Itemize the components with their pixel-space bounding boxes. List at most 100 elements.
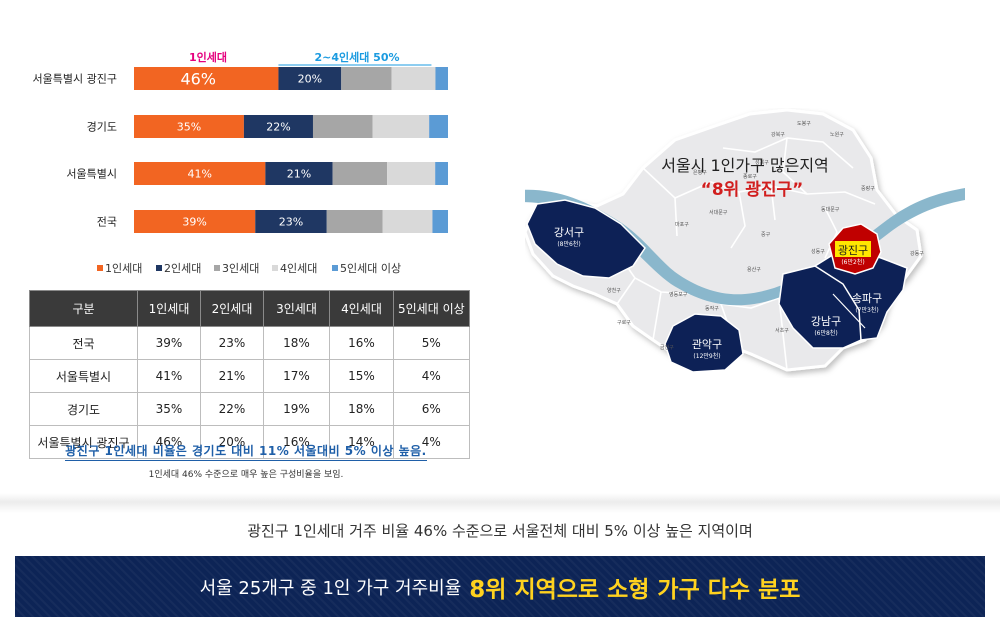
map-title: 서울시 1인가구 많은지역 bbox=[661, 156, 829, 175]
minor-district-label: 성동구 bbox=[811, 248, 825, 255]
chart-legend: 1인세대 2인세대 3인세대 4인세대 5인세대 이상 bbox=[97, 262, 401, 275]
gwangjin-highlight bbox=[835, 241, 871, 257]
data-label: 41% bbox=[187, 168, 211, 181]
annotation-two-to-four: 2~4인세대 50% bbox=[314, 50, 399, 64]
sub-note: 1인세대 46% 수준으로 매우 높은 구성비율을 보임. bbox=[148, 470, 344, 480]
minor-district-label: 양천구 bbox=[607, 287, 621, 294]
district-gangseo bbox=[526, 199, 646, 279]
district-detail: (8만6천) bbox=[557, 240, 580, 248]
table-row: 서울특별시 41% 21% 17% 15% 4% bbox=[29, 359, 470, 393]
data-label: 22% bbox=[266, 121, 290, 134]
headline-banner: 서울 25개구 중 1인 가구 거주비율 8위 지역으로 소형 가구 다수 분포 bbox=[15, 556, 985, 617]
minor-district-label: 마포구 bbox=[675, 221, 689, 228]
category-label: 경기도 bbox=[87, 121, 117, 134]
table-cell: 경기도 bbox=[29, 392, 138, 426]
district-gwanak bbox=[664, 313, 744, 373]
chart-annotations: 1인세대 2~4인세대 50% bbox=[189, 50, 432, 66]
banner-lead: 서울 25개구 중 1인 가구 거주비율 bbox=[199, 577, 462, 599]
bar-segment bbox=[387, 162, 436, 185]
gwangjin-leader-line bbox=[832, 293, 866, 329]
table-cell: 5% bbox=[393, 326, 470, 360]
minor-district-label: 노원구 bbox=[830, 131, 844, 138]
bar-segment bbox=[435, 162, 448, 185]
bar-segment bbox=[372, 115, 430, 138]
table-cell: 17% bbox=[263, 359, 330, 393]
minor-district-label: 금천구 bbox=[660, 344, 674, 351]
minor-district-label: 은평구 bbox=[693, 169, 707, 176]
stacked-bar-chart: 1인세대 2~4인세대 50% 서울특별시 광진구 46% 20%경기도 35% 22%서… bbox=[33, 50, 448, 275]
summary-text: 광진구 1인세대 거주 비율 46% 수준으로 서울전체 대비 5% 이상 높은… bbox=[247, 522, 753, 540]
table-cell: 6% bbox=[393, 392, 470, 426]
legend-label: 2인세대 bbox=[164, 262, 201, 275]
han-river bbox=[525, 188, 965, 306]
data-label: 20% bbox=[298, 73, 322, 86]
bar-segment bbox=[312, 115, 373, 138]
table-cell: 서울특별시 bbox=[29, 359, 138, 393]
bar-segment bbox=[134, 162, 266, 185]
bar-segment bbox=[332, 162, 388, 185]
bar-segment bbox=[265, 162, 333, 185]
table-cell: 서울특별시 광진구 bbox=[29, 425, 138, 459]
table-cell: 41% bbox=[137, 359, 201, 393]
table-header-cell: 1인세대 bbox=[137, 290, 201, 327]
district-name: 관악구 bbox=[692, 338, 722, 351]
minor-district-label: 성북구 bbox=[755, 159, 769, 166]
bar-segment bbox=[243, 115, 313, 138]
table-header-cell: 2인세대 bbox=[200, 290, 264, 327]
table-cell: 19% bbox=[263, 392, 330, 426]
minor-district-label: 강북구 bbox=[771, 131, 785, 138]
table-header-cell: 5인세대 이상 bbox=[393, 290, 470, 327]
district-name: 광진구 bbox=[838, 244, 868, 257]
household-table: 구분 1인세대 2인세대 3인세대 4인세대 5인세대 이상 전국 39% 23… bbox=[29, 290, 470, 459]
minor-district-label: 중랑구 bbox=[861, 185, 875, 192]
table-header-cell: 구분 bbox=[29, 290, 138, 327]
table-cell: 15% bbox=[329, 359, 394, 393]
bar-segment bbox=[278, 67, 342, 90]
data-label: 21% bbox=[287, 168, 311, 181]
bar-segment bbox=[432, 210, 448, 233]
table-cell: 16% bbox=[329, 326, 394, 360]
table-cell: 21% bbox=[200, 359, 264, 393]
table-header-cell: 4인세대 bbox=[329, 290, 394, 327]
bar-segment bbox=[134, 210, 256, 233]
district-detail: (12만9천) bbox=[693, 352, 720, 360]
bar-segment bbox=[435, 67, 448, 90]
minor-district-label: 영등포구 bbox=[669, 291, 688, 298]
legend-swatch bbox=[332, 265, 338, 271]
annotation-one-person: 1인세대 bbox=[189, 50, 227, 64]
district-detail: (6만8천) bbox=[814, 329, 837, 337]
table-row: 서울특별시 광진구 46% 20% 16% 14% 4% bbox=[29, 425, 470, 459]
table-cell: 4% bbox=[393, 359, 470, 393]
bar-segment bbox=[134, 115, 244, 138]
table-cell: 4% bbox=[393, 425, 470, 459]
minor-district-label: 용산구 bbox=[747, 266, 761, 273]
district-detail: (7만3천) bbox=[855, 306, 878, 314]
table-cell: 35% bbox=[137, 392, 201, 426]
district-name: 송파구 bbox=[852, 292, 882, 305]
table-header-cell: 3인세대 bbox=[263, 290, 330, 327]
table-cell: 14% bbox=[329, 425, 394, 459]
banner-highlight: 8위 지역으로 소형 가구 다수 분포 bbox=[469, 576, 801, 603]
table-row: 경기도 35% 22% 19% 18% 6% bbox=[29, 392, 470, 426]
data-label: 39% bbox=[182, 216, 206, 229]
bar-segment bbox=[429, 115, 448, 138]
minor-district-label: 중구 bbox=[761, 232, 771, 238]
category-label: 서울특별시 광진구 bbox=[33, 73, 117, 86]
district-name: 강서구 bbox=[554, 226, 584, 239]
bar-segment bbox=[134, 67, 279, 90]
bar-segment bbox=[382, 210, 433, 233]
legend-swatch bbox=[97, 265, 103, 271]
data-label: 23% bbox=[279, 216, 303, 229]
table-cell: 전국 bbox=[29, 326, 138, 360]
data-label: 35% bbox=[177, 121, 201, 134]
table-cell: 18% bbox=[263, 326, 330, 360]
table-cell: 18% bbox=[329, 392, 394, 426]
minor-district-label: 도봉구 bbox=[797, 121, 811, 127]
minor-district-label: 강동구 bbox=[910, 250, 924, 257]
legend-label: 1인세대 bbox=[105, 262, 142, 275]
bar-segment bbox=[391, 67, 436, 90]
legend-label: 4인세대 bbox=[280, 262, 317, 275]
legend-swatch bbox=[156, 265, 162, 271]
